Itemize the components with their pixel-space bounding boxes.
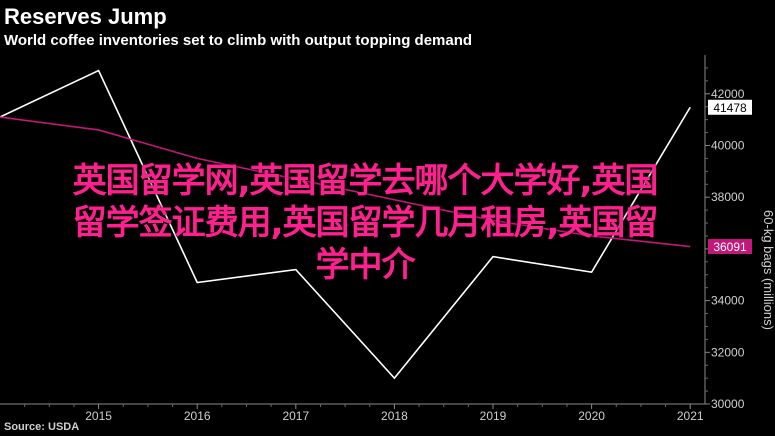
overlay-line-2: 留学签证费用,英国留学几月租房,英国留 <box>72 203 659 243</box>
x-tick-label: 2015 <box>85 409 112 423</box>
x-tick-label: 2019 <box>480 409 507 423</box>
y-tick-label: 30000 <box>711 397 745 411</box>
x-axis: 2015 2016 2017 2018 2019 2020 2021 <box>24 404 704 423</box>
x-tick-label: 2020 <box>578 409 605 423</box>
overlay-line-1: 英国留学网,英国留学去哪个大学好,英国 <box>72 161 659 201</box>
plot-frame <box>0 55 706 405</box>
y-tick-label: 38000 <box>711 190 745 204</box>
y-axis: 3000032000340003600038000400004200041478… <box>705 67 752 411</box>
source-note: Source: USDA <box>4 421 80 433</box>
series-layer <box>0 69 691 380</box>
last-value-badge-1 <box>708 99 752 115</box>
chart-subtitle: World coffee inventories set to climb wi… <box>4 32 473 49</box>
watermark-overlay-text: 英国留学网,英国留学去哪个大学好,英国 留学签证费用,英国留学几月租房,英国留 … <box>0 160 730 286</box>
series-line-2 <box>0 116 691 248</box>
x-tick-label: 2021 <box>677 409 704 423</box>
y-axis-label: 60-kg bags (millions) <box>761 210 775 330</box>
last-value-label-2: 36091 <box>713 240 747 254</box>
last-value-badge-2 <box>708 239 752 255</box>
chart-title: Reserves Jump <box>4 4 167 29</box>
x-tick-label: 2017 <box>282 409 309 423</box>
y-tick-label: 34000 <box>711 294 745 308</box>
y-tick-label: 42000 <box>711 87 745 101</box>
x-tick-label: 2016 <box>184 409 211 423</box>
y-tick-label: 32000 <box>711 345 745 359</box>
x-tick-label: 2018 <box>381 409 408 423</box>
y-tick-label: 40000 <box>711 138 745 152</box>
overlay-line-3: 学中介 <box>315 245 416 285</box>
last-value-label-1: 41478 <box>713 101 747 115</box>
series-line-1 <box>0 69 691 380</box>
